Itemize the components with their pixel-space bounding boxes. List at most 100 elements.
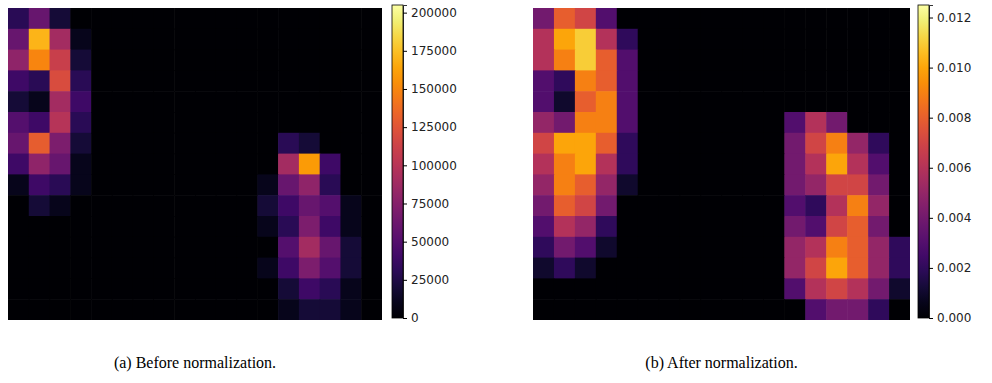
cell <box>575 216 597 237</box>
cell <box>320 8 341 29</box>
tick-label: 0.004 <box>937 211 971 225</box>
cell <box>575 29 597 50</box>
tick-mark <box>929 118 933 119</box>
cell <box>847 50 869 71</box>
cell <box>195 237 216 258</box>
cell <box>701 174 723 195</box>
cell <box>680 195 702 216</box>
cell <box>133 133 154 154</box>
cell <box>554 154 576 175</box>
cell <box>784 29 806 50</box>
cell <box>617 91 639 112</box>
cell <box>617 258 639 279</box>
cell <box>91 278 112 299</box>
cell <box>174 195 195 216</box>
cell <box>784 299 806 320</box>
cell <box>659 299 681 320</box>
tick-label: 200000 <box>411 6 457 20</box>
cell <box>596 195 618 216</box>
cell <box>575 112 597 133</box>
cell <box>237 50 258 71</box>
cell <box>659 237 681 258</box>
cell <box>554 195 576 216</box>
cell <box>320 112 341 133</box>
cell <box>216 112 237 133</box>
tick-label: 50000 <box>411 235 449 249</box>
cell <box>237 154 258 175</box>
cell <box>174 237 195 258</box>
cell <box>340 216 361 237</box>
cell <box>29 133 50 154</box>
cell <box>153 133 174 154</box>
cell <box>112 216 133 237</box>
cell <box>784 8 806 29</box>
cell <box>554 91 576 112</box>
cell <box>361 174 382 195</box>
cell <box>680 216 702 237</box>
cell <box>320 133 341 154</box>
cell <box>889 133 910 154</box>
cell <box>889 174 910 195</box>
cell <box>50 154 71 175</box>
cell <box>868 299 890 320</box>
cell <box>257 29 278 50</box>
cell <box>29 299 50 320</box>
cell <box>133 70 154 91</box>
cell <box>763 112 785 133</box>
cell <box>237 91 258 112</box>
cell <box>889 195 910 216</box>
cell <box>278 278 299 299</box>
cell <box>868 237 890 258</box>
cell <box>554 237 576 258</box>
cell <box>299 154 320 175</box>
cell <box>216 29 237 50</box>
cell <box>680 278 702 299</box>
cell <box>742 278 764 299</box>
cell <box>299 133 320 154</box>
cell <box>805 154 827 175</box>
cell <box>784 91 806 112</box>
cell <box>826 258 848 279</box>
cell <box>868 174 890 195</box>
cell <box>8 195 29 216</box>
cell <box>361 216 382 237</box>
cell <box>763 70 785 91</box>
cell <box>805 174 827 195</box>
cell <box>340 258 361 279</box>
tick-label: 75000 <box>411 197 449 211</box>
cell <box>722 154 744 175</box>
cell <box>659 112 681 133</box>
cell <box>153 258 174 279</box>
cell <box>237 112 258 133</box>
cell <box>237 70 258 91</box>
cell <box>575 50 597 71</box>
cell <box>680 91 702 112</box>
tick: 0 <box>403 311 419 325</box>
tick-label: 0.006 <box>937 161 971 175</box>
cell <box>638 112 660 133</box>
cell <box>299 258 320 279</box>
cell <box>91 91 112 112</box>
cell <box>278 8 299 29</box>
cell <box>596 29 618 50</box>
cell <box>29 50 50 71</box>
cell <box>278 174 299 195</box>
cell <box>195 70 216 91</box>
cell <box>659 258 681 279</box>
cell <box>889 278 910 299</box>
cell <box>868 195 890 216</box>
cell <box>763 278 785 299</box>
cell <box>8 278 29 299</box>
tick: 0.008 <box>929 111 971 125</box>
cell <box>638 195 660 216</box>
tick: 0.000 <box>929 311 971 325</box>
cell <box>868 133 890 154</box>
cell <box>8 91 29 112</box>
cell <box>596 91 618 112</box>
cell <box>153 50 174 71</box>
cell <box>174 112 195 133</box>
cell <box>805 112 827 133</box>
cell <box>29 216 50 237</box>
cell <box>847 133 869 154</box>
tick: 200000 <box>403 6 457 20</box>
